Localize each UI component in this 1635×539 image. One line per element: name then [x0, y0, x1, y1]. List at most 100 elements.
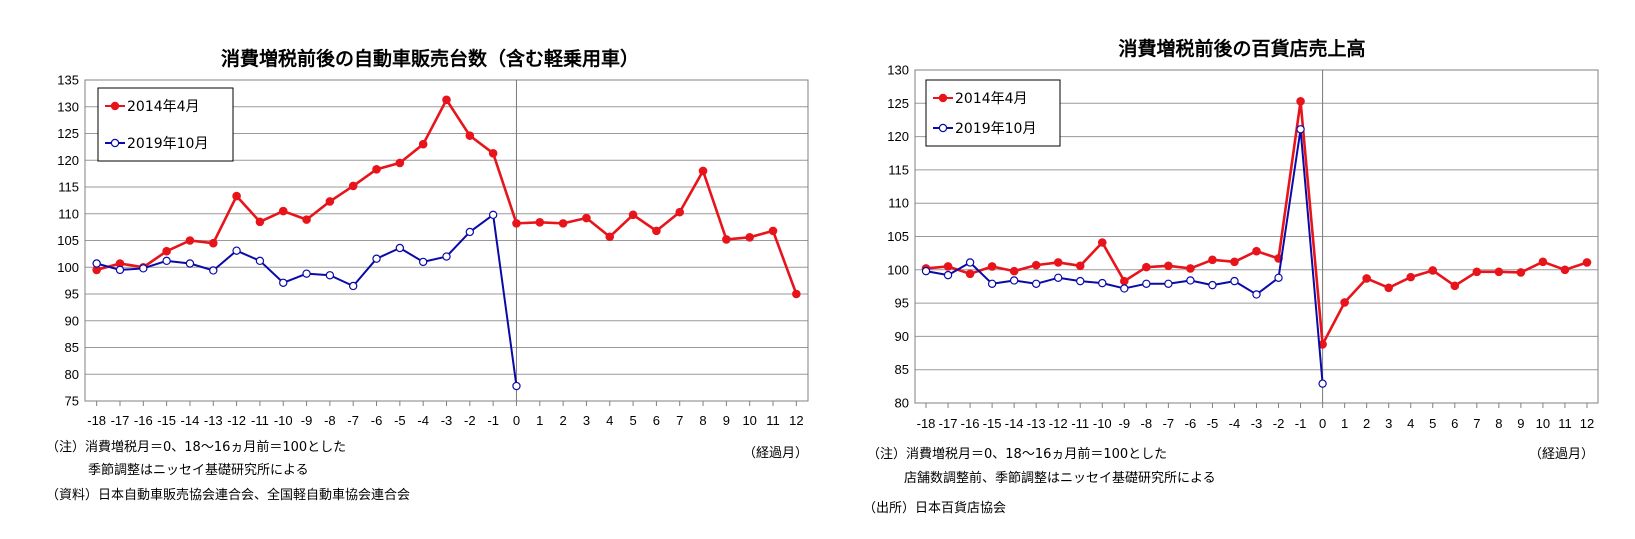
data-point	[232, 191, 241, 201]
x-tick-label: 7	[676, 413, 683, 428]
data-point	[92, 259, 101, 268]
data-point	[395, 243, 405, 253]
x-tick-label: 10	[742, 413, 756, 428]
data-point	[1406, 272, 1416, 282]
x-tick-label: 5	[629, 413, 636, 428]
x-tick-label: -2	[464, 413, 476, 428]
x-tick-label: -5	[394, 413, 406, 428]
x-tick-label: -11	[251, 413, 269, 428]
data-point	[745, 232, 754, 242]
chart-1-title: 消費増税前後の自動車販売台数（含む軽乗用車）	[221, 47, 639, 70]
data-point	[1560, 265, 1570, 275]
x-tick-label: -12	[1049, 416, 1068, 431]
x-tick-label: -13	[204, 413, 223, 428]
data-point	[278, 206, 288, 216]
x-tick-label: -16	[961, 416, 980, 431]
data-point	[1472, 267, 1482, 277]
data-point	[302, 269, 311, 278]
x-tick-label: -11	[1071, 416, 1089, 431]
y-tick-label: 120	[887, 129, 909, 144]
y-tick-label: 85	[895, 362, 909, 377]
x-tick-label: -4	[417, 413, 429, 428]
data-point	[1031, 260, 1041, 270]
chart-1: 消費増税前後の自動車販売台数（含む軽乗用車）758085909510010511…	[57, 47, 809, 428]
x-tick-label: -8	[1141, 416, 1153, 431]
legend-marker	[938, 93, 948, 103]
data-point	[488, 148, 498, 158]
x-tick-label: 1	[536, 413, 543, 428]
data-point	[1340, 298, 1349, 307]
x-tick-label: -18	[87, 413, 106, 428]
data-point	[605, 232, 615, 242]
x-tick-label: -14	[1005, 416, 1024, 431]
data-point	[698, 166, 708, 176]
data-point	[987, 279, 997, 288]
x-tick-label: -10	[1093, 416, 1112, 431]
data-point	[1494, 267, 1504, 277]
y-tick-label: 110	[888, 196, 909, 211]
y-tick-label: 100	[57, 260, 79, 275]
data-point	[442, 95, 451, 105]
data-point	[1009, 276, 1019, 285]
y-tick-label: 80	[895, 396, 909, 411]
x-tick-label: 9	[1517, 416, 1524, 431]
data-point	[768, 226, 778, 236]
x-tick-label: -3	[1251, 416, 1263, 431]
chart-2: 消費増税前後の百貨店売上高808590951001051101151201251…	[887, 37, 1599, 431]
x-tick-label: 11	[766, 413, 780, 428]
y-tick-label: 105	[887, 229, 909, 244]
data-point	[232, 246, 241, 255]
data-point	[418, 139, 428, 149]
x-tick-label: 7	[1473, 416, 1480, 431]
data-point	[628, 210, 638, 220]
x-tick-label: 2	[559, 413, 566, 428]
y-tick-label: 125	[887, 96, 909, 111]
data-point	[1582, 258, 1592, 267]
data-point	[1120, 284, 1129, 293]
chart1-xlabel: （経過月）	[743, 446, 809, 461]
y-tick-label: 115	[58, 180, 79, 195]
x-tick-label: 12	[789, 413, 803, 428]
data-point	[279, 278, 288, 287]
x-tick-label: 3	[583, 413, 590, 428]
y-tick-label: 130	[57, 99, 79, 114]
x-tick-label: -4	[1229, 416, 1241, 431]
x-tick-label: 0	[513, 413, 520, 428]
data-point	[1164, 261, 1173, 271]
chart1-note-2: 季節調整はニッセイ基礎研究所による	[88, 463, 309, 478]
y-tick-label: 95	[895, 296, 909, 311]
data-point	[442, 252, 451, 261]
legend-label: 2019年10月	[955, 121, 1036, 137]
y-tick-label: 110	[58, 206, 79, 221]
data-point	[255, 217, 265, 227]
data-point	[512, 381, 521, 391]
chart-2-title: 消費増税前後の百貨店売上高	[1118, 37, 1365, 60]
data-point	[965, 258, 975, 267]
y-tick-label: 95	[65, 287, 79, 302]
data-point	[1362, 274, 1371, 283]
chart1-note-1: （注）消費増税月＝0、18～16ヵ月前＝100とした	[46, 440, 347, 455]
data-point	[943, 270, 953, 280]
x-tick-label: 10	[1536, 416, 1550, 431]
data-point	[115, 265, 125, 275]
data-point	[418, 257, 428, 267]
data-point	[488, 210, 498, 220]
x-tick-label: 3	[1385, 416, 1392, 431]
x-tick-label: -7	[1163, 416, 1175, 431]
data-point	[1075, 261, 1085, 271]
x-tick-label: 8	[1495, 416, 1502, 431]
legend-marker	[110, 138, 120, 148]
x-tick-label: 6	[1451, 416, 1458, 431]
data-point	[185, 236, 195, 245]
data-point	[302, 215, 311, 224]
x-tick-label: 1	[1341, 416, 1348, 431]
data-point	[208, 238, 218, 248]
data-point	[1208, 255, 1217, 265]
chart2-source: （出所）日本百貨店協会	[863, 501, 1007, 516]
x-tick-label: -7	[347, 413, 359, 428]
data-point	[1098, 278, 1107, 288]
data-point	[1097, 238, 1107, 247]
data-point	[1208, 280, 1217, 290]
y-tick-label: 85	[65, 340, 79, 355]
x-tick-label: 8	[699, 413, 706, 428]
